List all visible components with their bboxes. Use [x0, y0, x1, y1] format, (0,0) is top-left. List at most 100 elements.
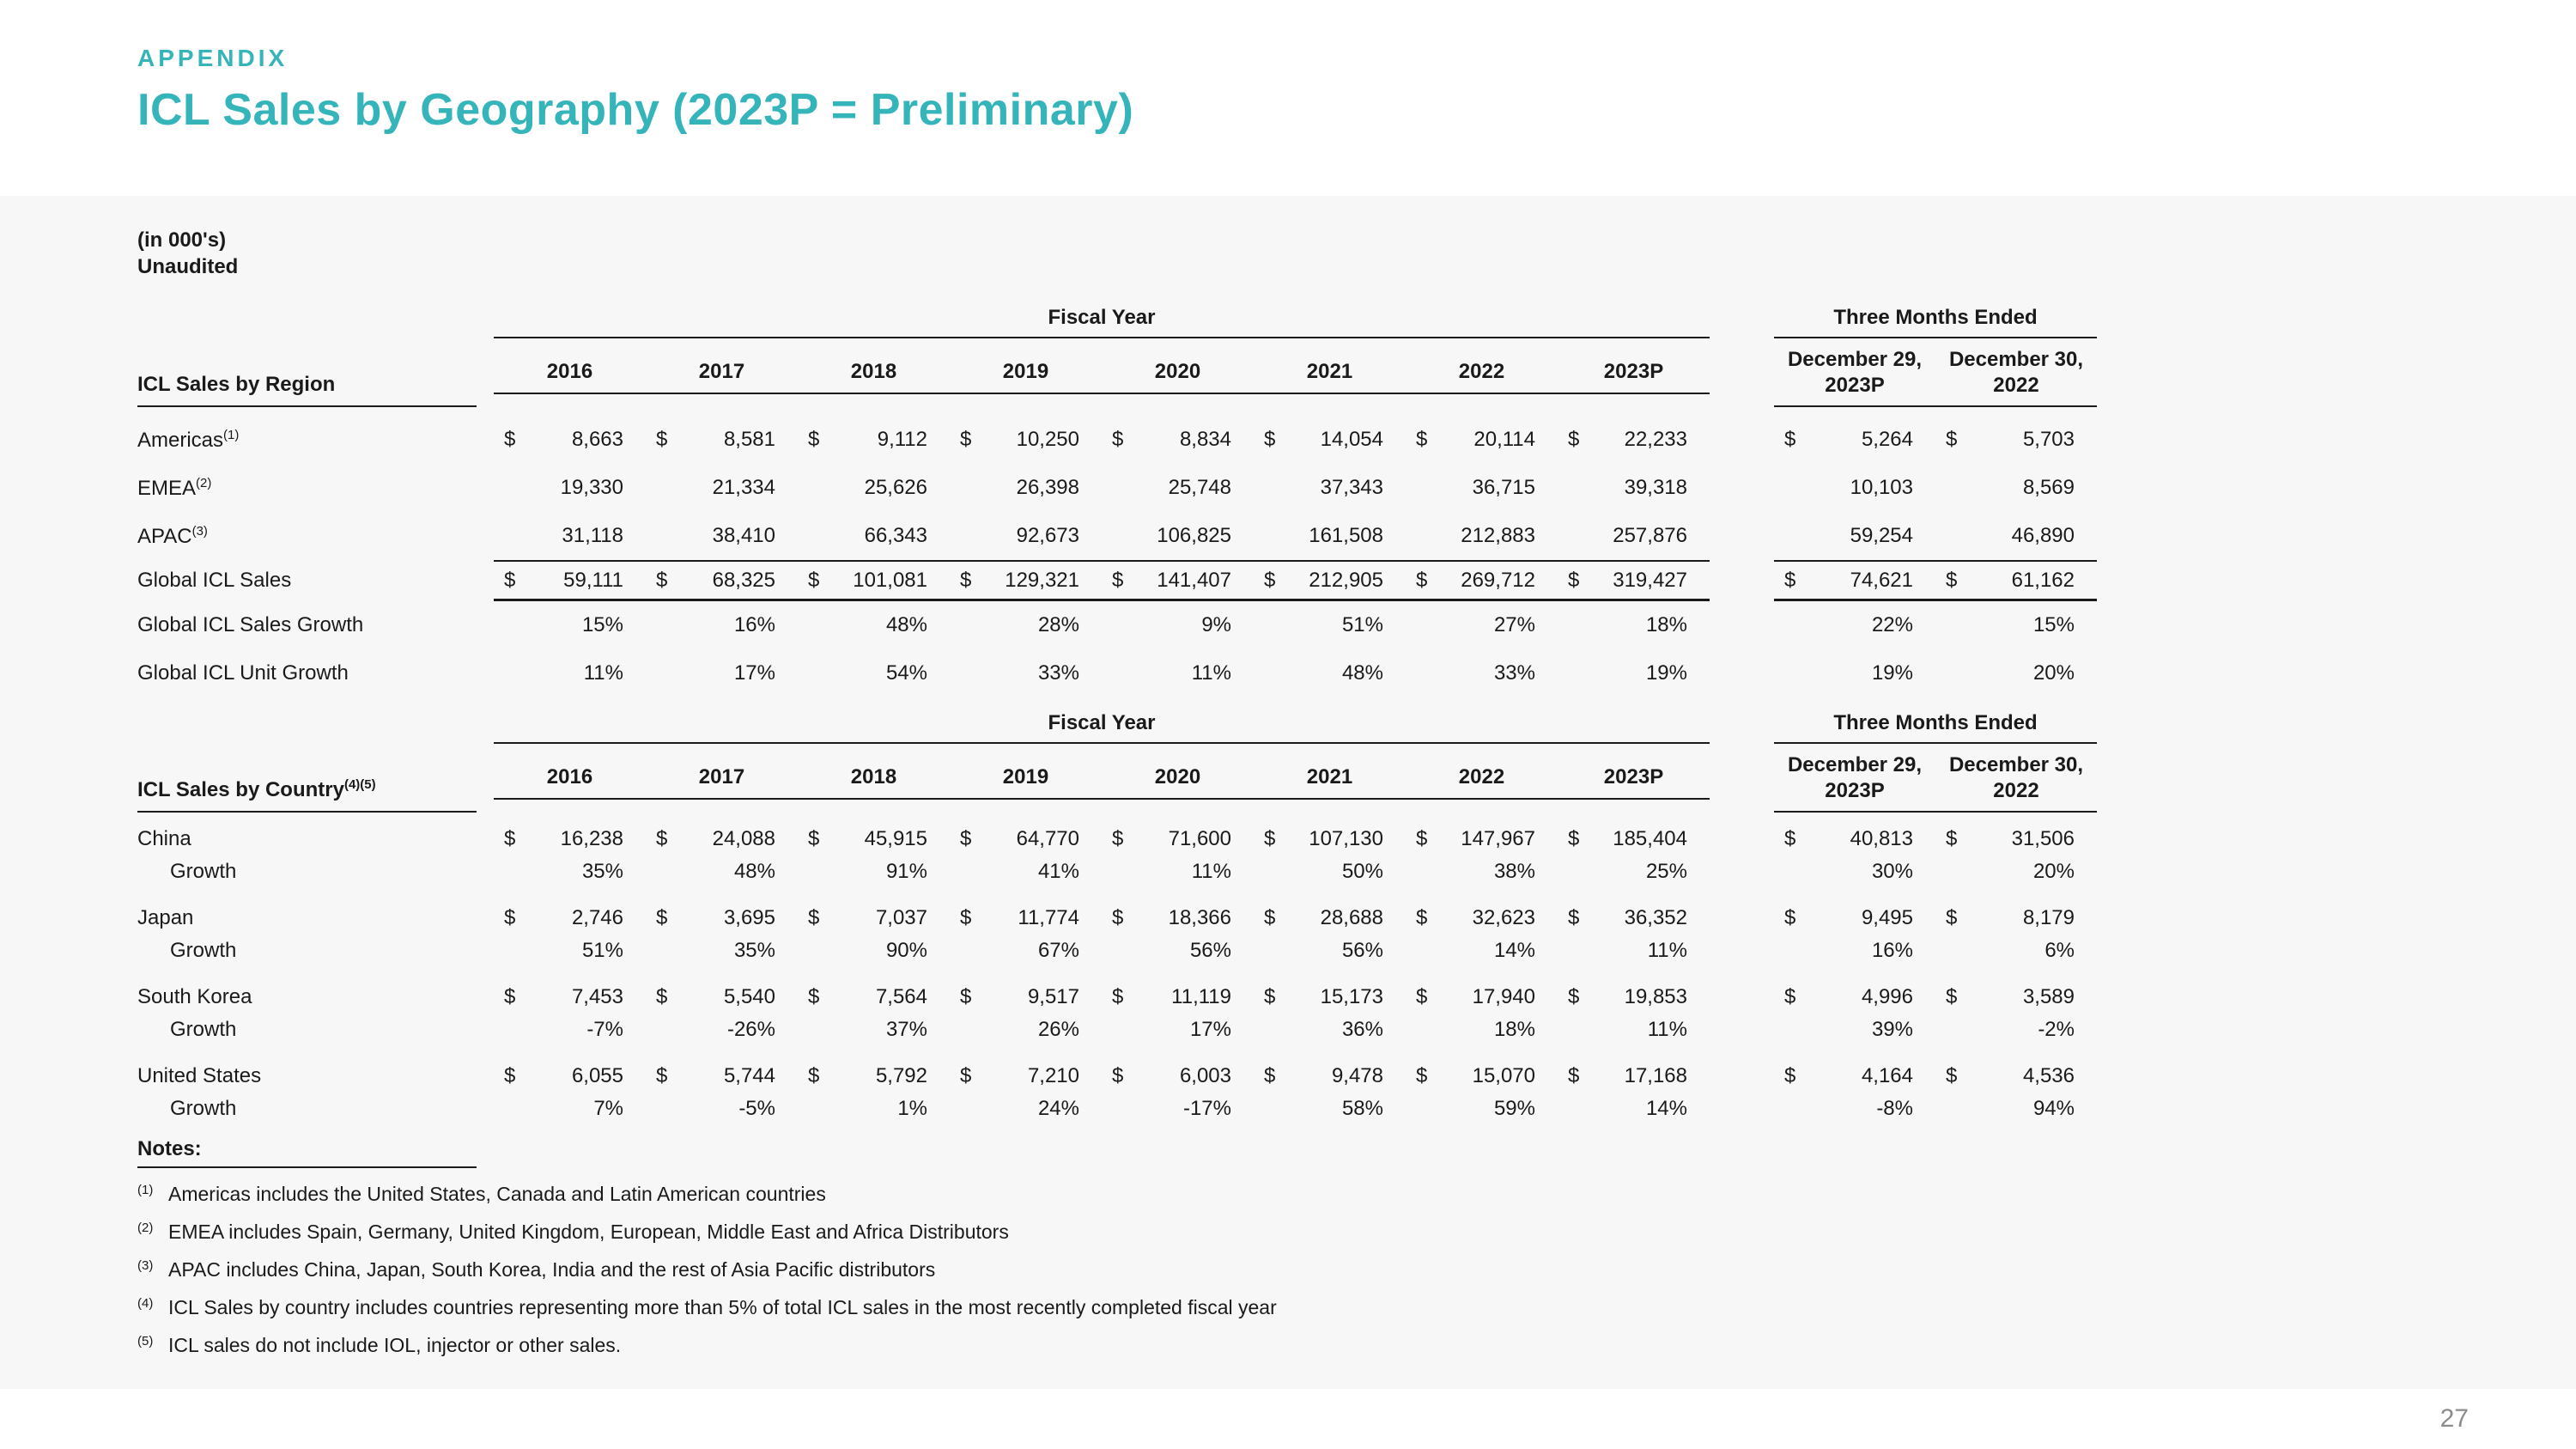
- cell-value: 19,330: [494, 476, 646, 500]
- cell-value: $141,407: [1102, 560, 1254, 601]
- dollar-sign: $: [1416, 985, 1428, 1008]
- cell-value: 91%: [798, 860, 950, 884]
- dollar-sign: $: [960, 985, 972, 1008]
- cell-value: 11%: [1102, 661, 1254, 685]
- dollar-sign: $: [1264, 985, 1276, 1008]
- cell-value: $11,774: [950, 906, 1102, 930]
- notes-header: Notes:: [137, 1137, 477, 1168]
- cell-value: 19%: [1558, 661, 1710, 685]
- dollar-sign: $: [960, 906, 972, 929]
- cell-value: 10,103: [1774, 476, 1935, 500]
- cell-value: 26,398: [950, 476, 1102, 500]
- country-table: Fiscal Year Three Months Ended ICL Sales…: [137, 703, 2576, 1123]
- cell-value: 15%: [1935, 613, 2097, 637]
- cell-value: $5,264: [1774, 428, 1935, 452]
- country-block: China $16,238 $24,088 $45,915 $64,770 $71,600…: [137, 821, 2576, 886]
- row-label: Growth: [137, 1097, 494, 1121]
- cell-number: -17%: [1182, 1097, 1231, 1120]
- note-item: (3) APAC includes China, Japan, South Kor…: [137, 1257, 2576, 1282]
- cell-value: 54%: [798, 661, 950, 685]
- cell-value: $61,162: [1935, 560, 2097, 601]
- cell-number: 8,581: [723, 428, 775, 451]
- cell-number: 257,876: [1613, 524, 1687, 547]
- cell-value: -26%: [646, 1018, 798, 1042]
- year-header-2018: 2018: [798, 765, 950, 800]
- cell-value: $17,940: [1406, 985, 1558, 1009]
- country-block: South Korea $7,453 $5,540 $7,564 $9,517 $11,1…: [137, 979, 2576, 1044]
- row-label: Growth: [137, 860, 494, 884]
- dollar-sign: $: [1946, 985, 1958, 1008]
- cell-number: 28,688: [1320, 906, 1383, 929]
- dollar-sign: $: [1784, 568, 1796, 592]
- note-text: EMEA includes Spain, Germany, United Kin…: [168, 1221, 1009, 1243]
- cell-number: 17,940: [1472, 985, 1535, 1008]
- cell-number: 129,321: [1005, 568, 1079, 592]
- cell-number: 5,264: [1861, 428, 1913, 451]
- cell-number: 107,130: [1309, 827, 1383, 850]
- cell-value: $147,967: [1406, 827, 1558, 851]
- cell-value: 50%: [1254, 860, 1406, 884]
- cell-number: 7%: [593, 1097, 623, 1120]
- row-label: China: [137, 827, 494, 851]
- cell-value: 17%: [646, 661, 798, 685]
- cell-value: $8,663: [494, 428, 646, 452]
- year-header-2023P: 2023P: [1558, 360, 1710, 394]
- dollar-sign: $: [1568, 428, 1580, 451]
- cell-number: 39,318: [1624, 476, 1687, 499]
- dollar-sign: $: [808, 428, 820, 451]
- row-label: Americas(1): [137, 428, 494, 453]
- cell-number: 141,407: [1157, 568, 1231, 592]
- note-superscript: (2): [137, 1221, 154, 1235]
- cell-number: 30%: [1871, 860, 1913, 883]
- cell-number: 9%: [1201, 613, 1231, 636]
- cell-value: 16%: [1774, 939, 1935, 963]
- dollar-sign: $: [1946, 906, 1958, 929]
- dollar-sign: $: [1784, 985, 1796, 1008]
- table-row: Americas(1) $8,663 $8,581 $9,112 $10,250 $8,8…: [137, 416, 2576, 464]
- cell-number: 6%: [2044, 939, 2075, 962]
- cell-value: $32,623: [1406, 906, 1558, 930]
- growth-row: Global ICL Sales Growth 15% 16% 48% 28% 9% 51%…: [137, 601, 2576, 649]
- cell-value: 8,569: [1935, 476, 2097, 500]
- dollar-sign: $: [656, 906, 668, 929]
- cell-number: 19,330: [560, 476, 623, 499]
- dollar-sign: $: [1264, 827, 1276, 850]
- country-table-title-sup: (4)(5): [343, 777, 376, 792]
- note-text: Americas includes the United States, Can…: [168, 1183, 826, 1205]
- cell-number: 4,536: [2022, 1064, 2075, 1087]
- cell-number: -5%: [738, 1097, 775, 1120]
- country-table-body: China $16,238 $24,088 $45,915 $64,770 $71,600…: [137, 821, 2576, 1123]
- note-item: (2) EMEA includes Spain, Germany, United …: [137, 1220, 2576, 1244]
- cell-number: 51%: [1341, 613, 1383, 636]
- cell-number: 25,748: [1168, 476, 1231, 499]
- cell-value: $9,478: [1254, 1064, 1406, 1088]
- row-label: Global ICL Sales Growth: [137, 613, 494, 637]
- row-label-text: Growth: [170, 939, 237, 962]
- cell-number: 91%: [885, 860, 927, 883]
- cell-value: $9,495: [1774, 906, 1935, 930]
- cell-value: 161,508: [1254, 524, 1406, 548]
- cell-number: 40,813: [1850, 827, 1913, 850]
- dollar-sign: $: [1112, 827, 1124, 850]
- row-label-text: EMEA: [137, 476, 197, 500]
- cell-number: 24,088: [712, 827, 775, 850]
- dollar-sign: $: [1946, 827, 1958, 850]
- cell-value: 11%: [1558, 1018, 1710, 1042]
- row-label: Global ICL Unit Growth: [137, 661, 494, 685]
- country-table-group-header-row: Fiscal Year Three Months Ended: [137, 703, 2576, 744]
- note-item: (5) ICL sales do not include IOL, injecto…: [137, 1333, 2576, 1357]
- cell-number: 32,623: [1472, 906, 1535, 929]
- row-label: Global ICL Sales: [137, 569, 494, 593]
- dollar-sign: $: [1568, 568, 1580, 592]
- dollar-sign: $: [808, 985, 820, 1008]
- cell-value: -5%: [646, 1097, 798, 1121]
- cell-number: 35%: [581, 860, 623, 883]
- cell-number: 41%: [1037, 860, 1079, 883]
- note-item: (1) Americas includes the United States, …: [137, 1182, 2576, 1206]
- tme-year-line: 2022: [1993, 779, 2039, 802]
- cell-number: 19%: [1645, 661, 1687, 685]
- cell-number: 5,744: [723, 1064, 775, 1087]
- cell-value: 92,673: [950, 524, 1102, 548]
- cell-value: $8,179: [1935, 906, 2097, 930]
- cell-number: 9,478: [1331, 1064, 1383, 1087]
